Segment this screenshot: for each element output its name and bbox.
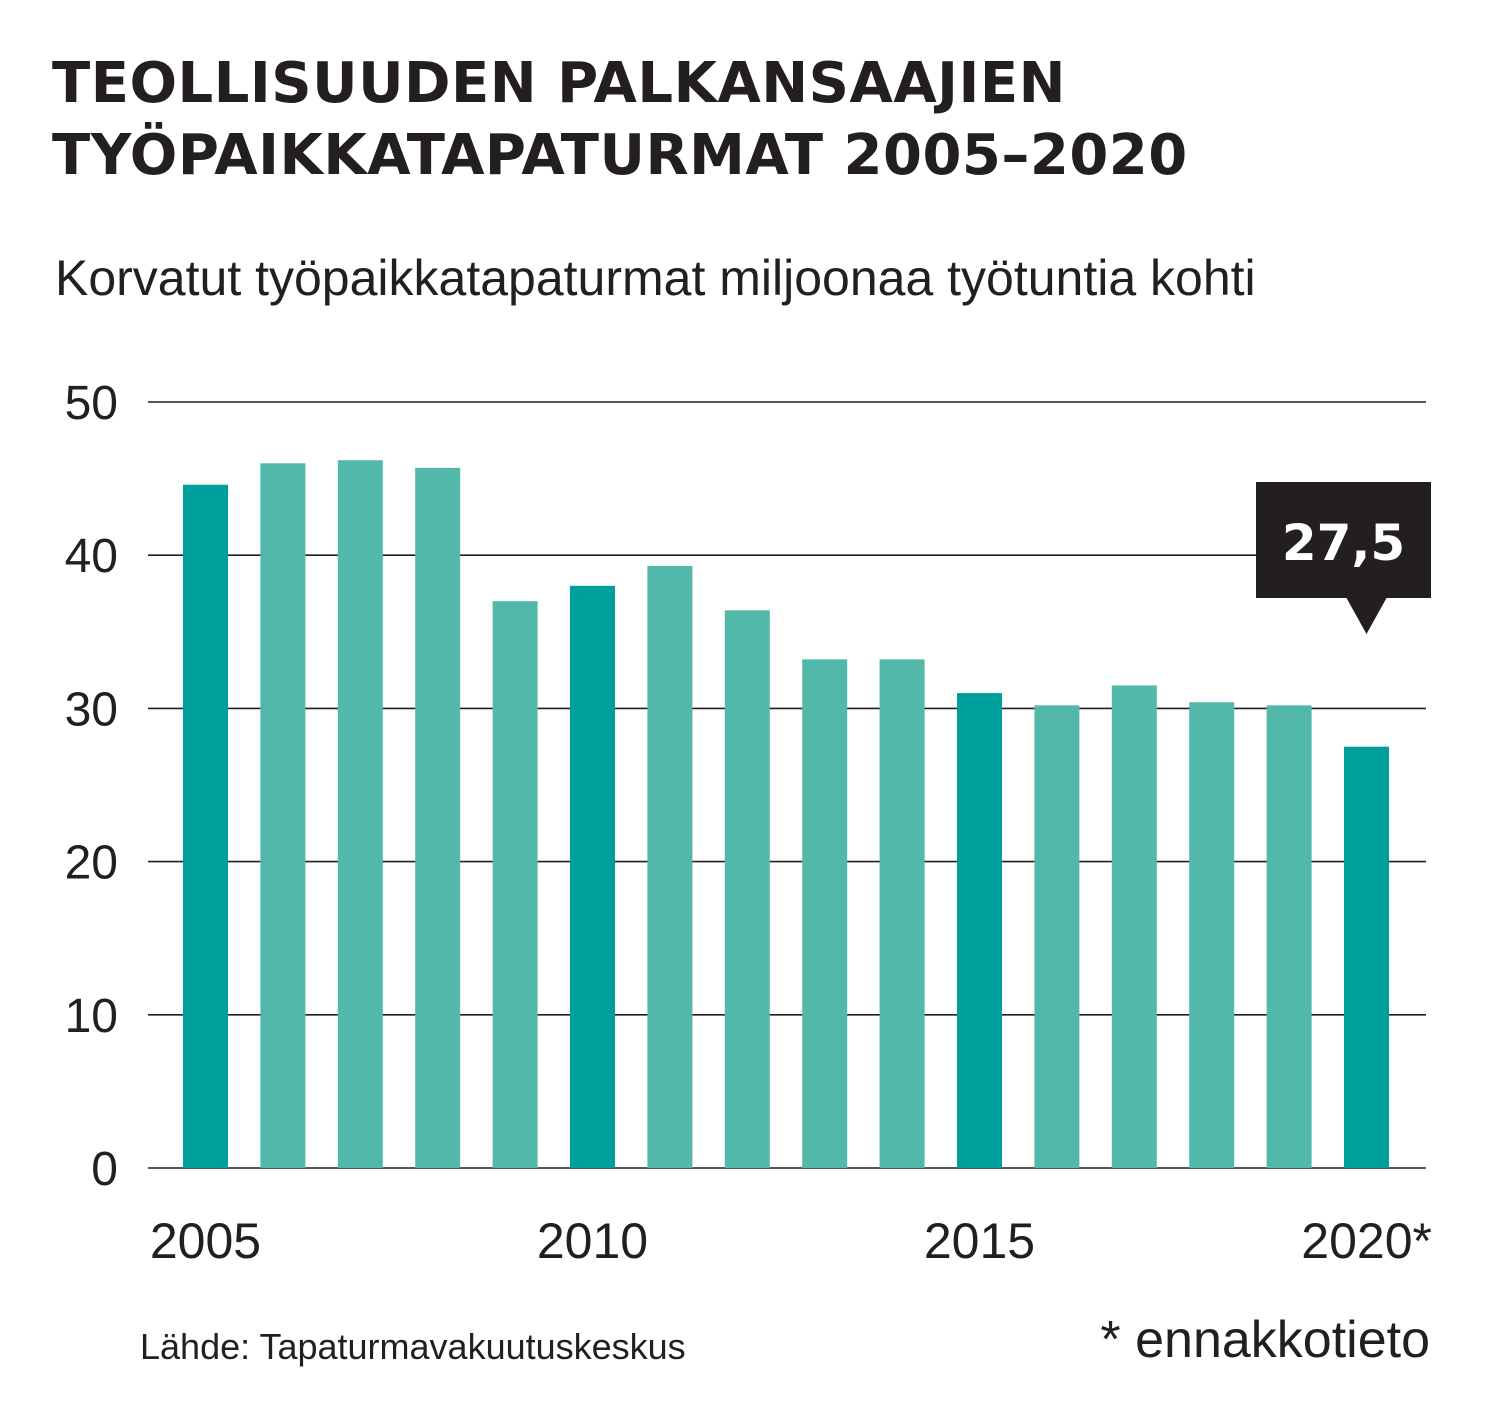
bar-2005 [183,484,228,1168]
bar-2017 [1111,685,1157,1168]
bar-2015 [957,693,1002,1168]
y-tick-label-20: 20 [65,837,118,890]
bar-2006 [260,463,306,1168]
x-tick-label-2005: 2005 [150,1213,261,1269]
preliminary-footnote: * ennakkotieto [1100,1311,1430,1369]
bar-2007 [337,460,383,1168]
chart-subtitle: Korvatut työpaikkatapaturmat miljoonaa t… [55,250,1256,306]
bar-2019 [1266,705,1312,1168]
bar-2011 [647,565,693,1168]
chart-title: TEOLLISUUDEN PALKANSAAJIEN TYÖPAIKKATAPA… [52,48,1472,192]
y-tick-label-30: 30 [65,683,118,736]
y-tick-label-40: 40 [65,530,118,583]
bar-2008 [415,467,461,1169]
bar-2014 [879,659,925,1168]
source-note: Lähde: Tapaturmavakuutuskeskus [140,1326,686,1367]
chart-title-line-2: TYÖPAIKKATAPATURMAT 2005–2020 [52,123,1188,188]
bar-2010 [570,585,615,1168]
bar-2012 [724,610,770,1168]
bar-2020 [1344,746,1389,1168]
value-callout [1256,482,1431,634]
bar-2009 [492,601,538,1168]
y-tick-label-0: 0 [91,1143,118,1196]
bar-2013 [802,659,848,1168]
chart-title-line-1: TEOLLISUUDEN PALKANSAAJIEN [52,51,1066,116]
y-tick-label-50: 50 [65,377,118,430]
value-callout-label: 27,5 [1282,514,1405,572]
x-tick-label-2010: 2010 [537,1213,648,1269]
bar-2016 [1034,705,1080,1168]
y-tick-label-10: 10 [65,990,118,1043]
x-tick-label-2020: 2020* [1301,1213,1432,1269]
bar-2018 [1189,702,1235,1168]
x-tick-label-2015: 2015 [924,1213,1035,1269]
